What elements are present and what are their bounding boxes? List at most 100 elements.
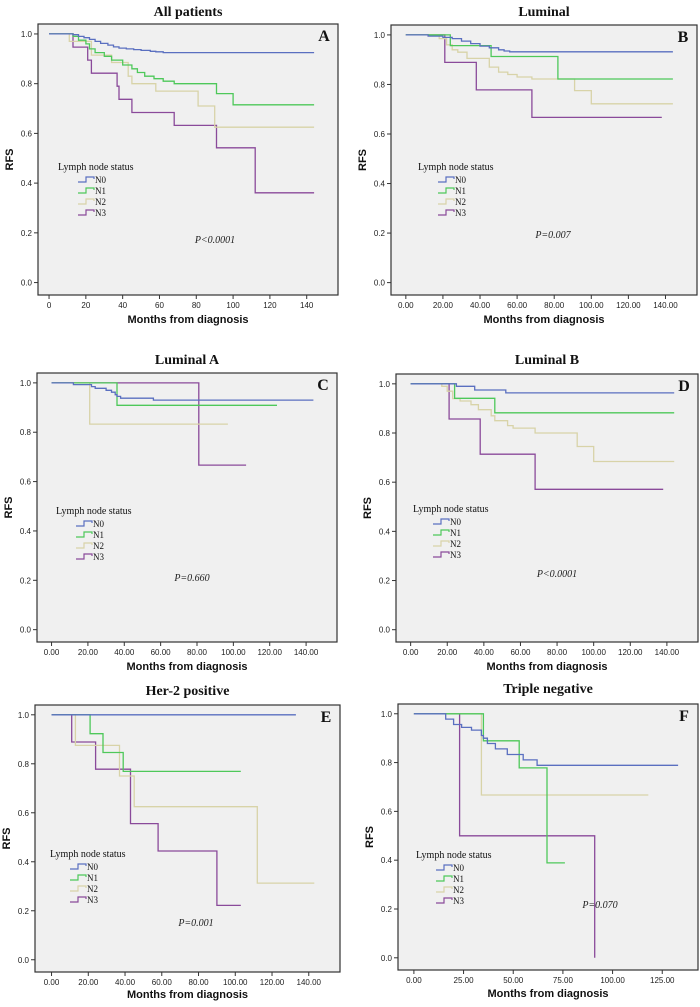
x-tick-label: 80.00 (187, 648, 208, 657)
legend-item-n2: N2 (450, 539, 461, 549)
y-tick-label: 1.0 (381, 710, 393, 719)
legend-swatch-n3 (76, 553, 93, 560)
legend-item-n0: N0 (93, 519, 104, 529)
y-tick-label: 0.8 (18, 760, 30, 769)
y-tick-label: 0.4 (379, 527, 391, 536)
km-curve-n0 (410, 383, 675, 394)
x-tick-label: 40 (118, 301, 127, 310)
p-value-annotation: P=0.070 (581, 900, 617, 911)
panel-letter: D (678, 378, 690, 395)
x-tick-label: 0.00 (398, 301, 414, 310)
legend-item-n2: N2 (87, 884, 98, 894)
y-tick-label: 0.0 (21, 279, 33, 288)
panel-title: All patients (154, 5, 223, 20)
y-tick-label: 0.0 (20, 626, 32, 635)
legend-item-n3: N3 (450, 550, 461, 560)
x-axis-label: Months from diagnosis (128, 314, 249, 326)
km-curve-n2 (410, 383, 675, 463)
x-tick-label: 40.00 (114, 648, 135, 657)
legend-swatch-n0 (436, 864, 453, 871)
plot-area (395, 373, 699, 643)
km-curve-n0 (49, 33, 315, 54)
x-tick-label: 125.00 (650, 976, 675, 985)
legend-title: Lymph node status (50, 849, 126, 860)
legend-item-n1: N1 (450, 528, 461, 538)
x-tick-label: 0.00 (44, 648, 60, 657)
panel-title: Luminal B (515, 353, 579, 368)
y-tick-label: 0.2 (20, 576, 32, 585)
legend-swatch-n1 (78, 187, 95, 194)
legend-swatch-n0 (76, 520, 93, 527)
y-tick-label: 0.0 (379, 626, 391, 635)
panel-title: Luminal (518, 5, 569, 20)
y-tick-label: 0.4 (21, 179, 33, 188)
legend-swatch-n2 (433, 540, 450, 547)
x-tick-label: 20 (81, 301, 90, 310)
x-tick-label: 100.00 (600, 976, 625, 985)
legend-swatch-n1 (436, 875, 453, 882)
x-tick-label: 40.00 (115, 978, 136, 987)
x-tick-label: 120.00 (616, 301, 641, 310)
x-axis-label: Months from diagnosis (487, 661, 608, 673)
panel-title: Triple negative (503, 682, 593, 697)
x-tick-label: 100.00 (223, 978, 248, 987)
y-tick-label: 0.8 (379, 429, 391, 438)
plot-area (397, 703, 699, 971)
x-tick-label: 140.00 (655, 648, 680, 657)
y-tick-label: 1.0 (374, 31, 386, 40)
x-tick-label: 60 (155, 301, 164, 310)
y-tick-label: 1.0 (18, 711, 30, 720)
y-axis-label: RFS (357, 149, 369, 171)
km-curve-n0 (405, 34, 673, 53)
legend-item-n2: N2 (93, 541, 104, 551)
x-tick-label: 75.00 (553, 976, 574, 985)
panel-letter: E (321, 709, 332, 726)
x-tick-label: 80 (192, 301, 201, 310)
legend-swatch-n0 (433, 518, 450, 525)
legend-title: Lymph node status (56, 506, 132, 517)
plot-area (37, 23, 339, 296)
legend-item-n1: N1 (455, 186, 466, 196)
km-curve-n3 (405, 34, 662, 119)
y-tick-label: 0.0 (18, 956, 30, 965)
panel-a: All patients A 0.0 0.2 0.4 0.6 0.8 1.0 0 20 40 60 80… (4, 5, 339, 326)
x-tick-label: 20.00 (78, 648, 99, 657)
legend-swatch-n3 (78, 209, 95, 216)
legend-swatch-n2 (70, 885, 87, 892)
y-tick-label: 0.2 (18, 907, 30, 916)
legend-item-n1: N1 (95, 186, 106, 196)
y-tick-label: 0.8 (381, 759, 393, 768)
x-axis-label: Months from diagnosis (488, 988, 609, 1000)
legend-item-n3: N3 (455, 208, 466, 218)
y-tick-label: 0.6 (381, 807, 393, 816)
x-tick-label: 40.00 (470, 301, 491, 310)
x-tick-label: 60.00 (151, 648, 172, 657)
legend-swatch-n0 (438, 176, 455, 183)
legend-item-n2: N2 (95, 197, 106, 207)
legend-swatch-n1 (70, 874, 87, 881)
x-tick-label: 120 (263, 301, 277, 310)
km-curve-n3 (51, 714, 241, 907)
legend-item-n0: N0 (95, 175, 106, 185)
x-tick-label: 80.00 (544, 301, 565, 310)
legend-title: Lymph node status (58, 162, 134, 173)
legend-swatch-n2 (78, 198, 95, 205)
p-value-annotation: P=0.001 (177, 918, 213, 929)
legend-swatch-n1 (433, 529, 450, 536)
y-tick-label: 0.6 (18, 809, 30, 818)
legend-item-n3: N3 (95, 208, 106, 218)
x-tick-label: 40.00 (474, 648, 495, 657)
x-tick-label: 50.00 (503, 976, 524, 985)
y-tick-label: 0.8 (21, 80, 33, 89)
y-tick-label: 0.2 (21, 229, 33, 238)
x-tick-label: 0 (47, 301, 52, 310)
y-tick-label: 1.0 (20, 379, 32, 388)
y-tick-label: 0.4 (20, 527, 32, 536)
legend-swatch-n2 (76, 542, 93, 549)
x-tick-label: 60.00 (507, 301, 528, 310)
